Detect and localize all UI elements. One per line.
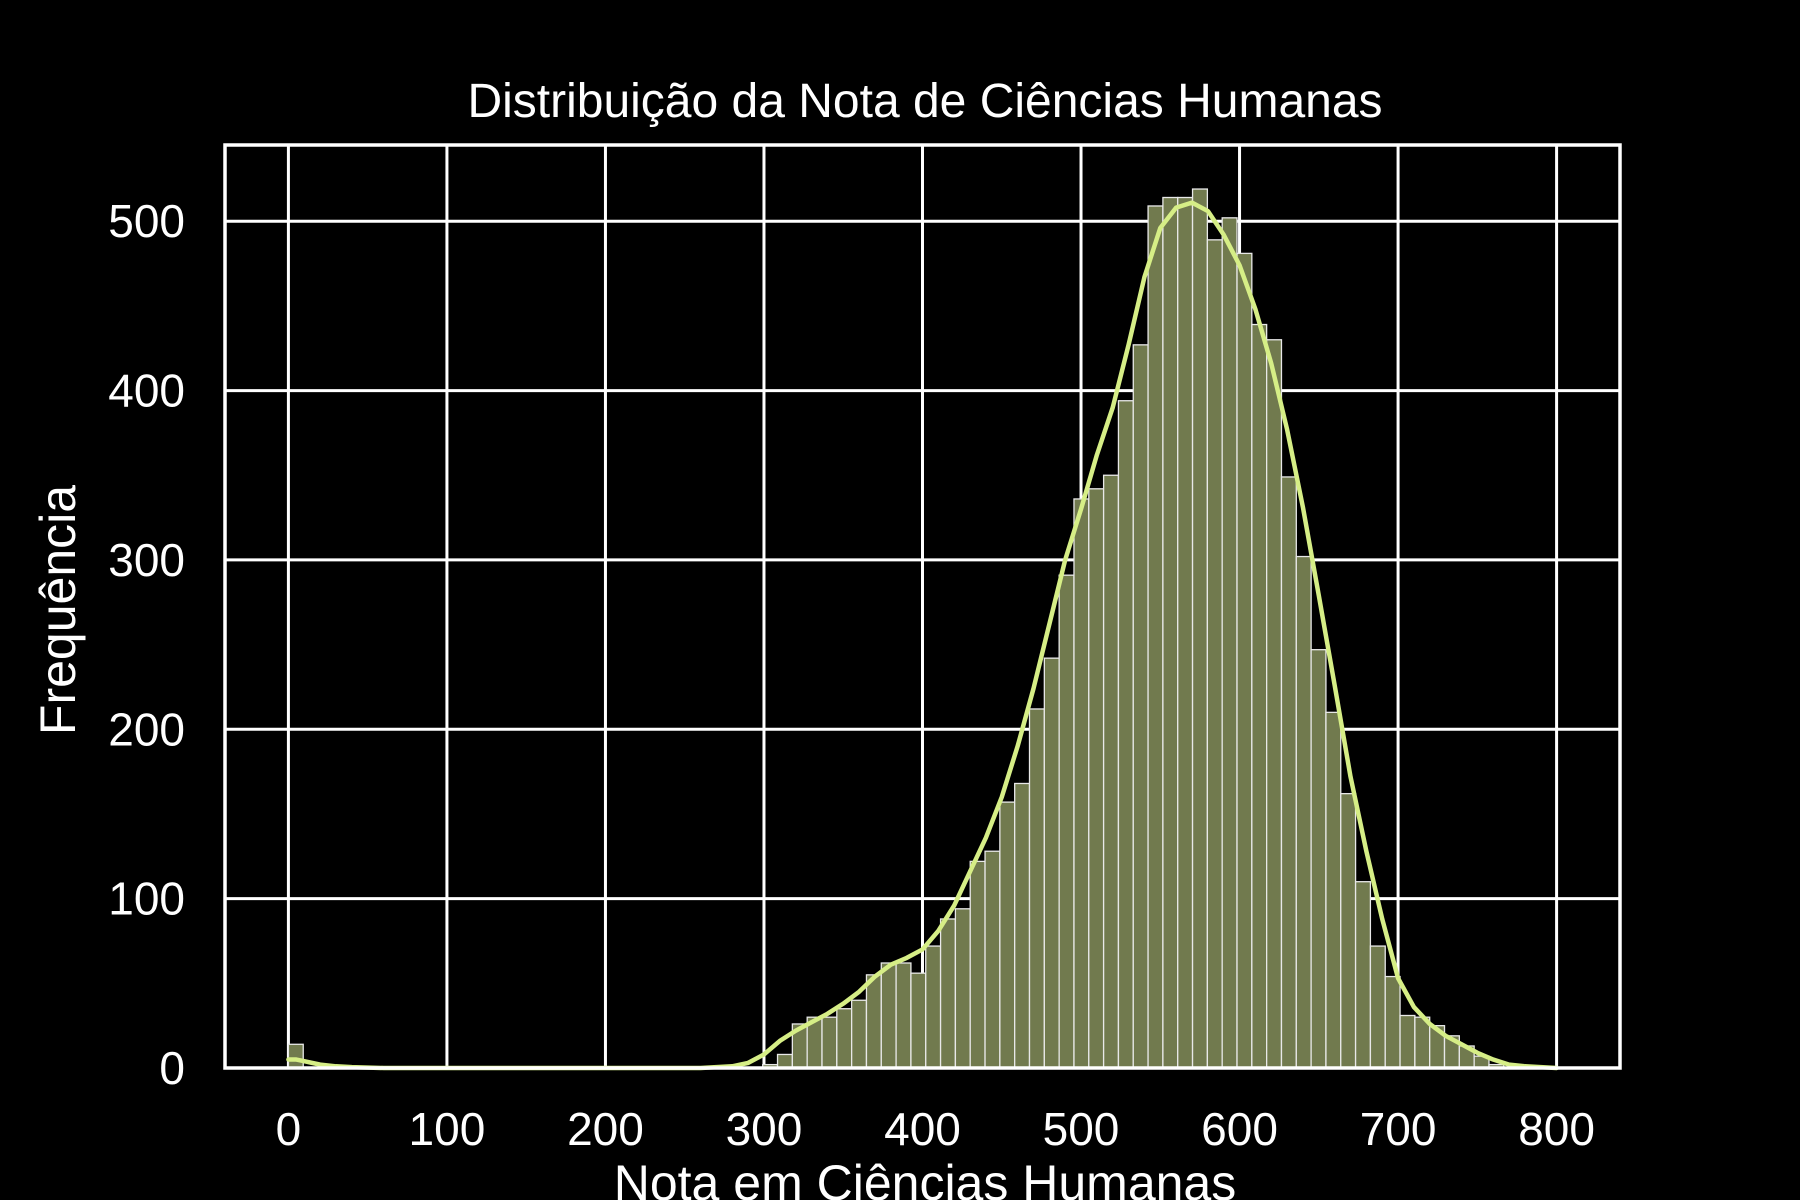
histogram-bar (925, 945, 942, 1069)
histogram-bar (999, 801, 1016, 1069)
x-axis-ticks: 0 100 200 300 400 500 600 700 800 (276, 1103, 1595, 1155)
histogram-bar (1102, 474, 1120, 1069)
histogram-bar (1028, 708, 1045, 1069)
histogram-bar (821, 1016, 838, 1069)
chart-title: Distribuição da Nota de Ciências Humanas (467, 75, 1382, 128)
x-axis-label: Nota em Ciências Humanas (614, 1155, 1237, 1200)
histogram-bar (776, 1053, 794, 1069)
kde-curve (286, 200, 1559, 1071)
histogram-bar (1132, 344, 1149, 1069)
histogram-bar (1058, 574, 1075, 1069)
histogram-bar (850, 999, 868, 1069)
histogram-bar (880, 962, 897, 1069)
x-tick-label: 600 (1201, 1103, 1278, 1155)
y-tick-label: 200 (108, 703, 185, 755)
plot-frame (223, 143, 1622, 1070)
histogram-bar (1251, 323, 1268, 1069)
histogram-bar (1191, 188, 1209, 1069)
histogram-bar (836, 1008, 853, 1069)
histogram-bar (1177, 196, 1194, 1069)
histogram-bar (1221, 217, 1238, 1069)
y-tick-label: 100 (108, 873, 185, 925)
histogram-bar (1073, 498, 1090, 1069)
histogram-bar (1325, 711, 1342, 1069)
histogram-bar (954, 908, 971, 1069)
histogram-bar (1280, 476, 1297, 1069)
histogram-bar (1147, 205, 1164, 1069)
x-tick-label: 400 (884, 1103, 961, 1155)
y-tick-label: 300 (108, 534, 185, 586)
histogram-bar (287, 1043, 304, 1069)
histogram-bar (1369, 945, 1386, 1069)
y-tick-label: 500 (108, 195, 185, 247)
x-tick-label: 700 (1360, 1103, 1437, 1155)
x-tick-label: 200 (567, 1103, 644, 1155)
histogram-bar (1399, 1014, 1416, 1069)
histogram-bar (1340, 792, 1357, 1069)
histogram-bars (287, 188, 1505, 1069)
histogram-bar (939, 918, 957, 1069)
y-tick-label: 400 (108, 365, 185, 417)
histogram-bar (910, 972, 927, 1069)
histogram-bar (865, 974, 882, 1069)
x-tick-label: 0 (276, 1103, 302, 1155)
histogram-bar (1384, 975, 1401, 1069)
histogram-bar (1117, 400, 1134, 1069)
x-tick-label: 300 (726, 1103, 803, 1155)
histogram-bar (969, 860, 986, 1069)
histogram-bar (1266, 339, 1283, 1069)
histogram-bar (1354, 881, 1372, 1069)
histogram-bar (1043, 657, 1060, 1069)
y-tick-label: 0 (159, 1042, 185, 1094)
y-axis-ticks: 0 100 200 300 400 500 (108, 195, 185, 1094)
x-tick-label: 800 (1518, 1103, 1595, 1155)
histogram-bar (984, 850, 1001, 1069)
histogram-bar (1206, 239, 1223, 1069)
histogram-bar (1088, 488, 1105, 1069)
x-tick-label: 500 (1043, 1103, 1120, 1155)
histogram-bar (895, 962, 912, 1069)
histogram-bar (1414, 1016, 1431, 1069)
grid-lines (225, 145, 1620, 1070)
x-tick-label: 100 (409, 1103, 486, 1155)
histogram-bar (1014, 782, 1031, 1069)
histogram-bar (1295, 555, 1312, 1069)
histogram-bar (1236, 252, 1253, 1069)
histogram-bar (1310, 649, 1327, 1069)
histogram-bar (1162, 196, 1179, 1069)
y-axis-label: Frequência (30, 485, 86, 735)
